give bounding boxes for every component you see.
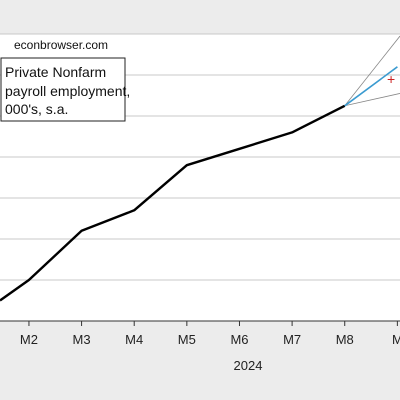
x-tick-label-7: M — [392, 332, 400, 347]
x-tick-label-6: M8 — [336, 332, 354, 347]
forecast-band — [344, 35, 400, 107]
source-label: econbrowser.com — [14, 38, 108, 52]
marker-plus: + — [387, 71, 395, 87]
legend-box — [0, 57, 126, 122]
x-tick-label-0: M2 — [20, 332, 38, 347]
x-axis-ticks: M2 M3 M4 M5 M6 M7 M8 M — [20, 321, 400, 347]
legend-line-1: Private Nonfarm — [5, 64, 106, 80]
x-tick-label-5: M7 — [283, 332, 301, 347]
series-line-0 — [0, 104, 346, 302]
year-label: 2024 — [234, 358, 263, 373]
series-line-1 — [344, 66, 398, 107]
legend-line-3: 000's, s.a. — [5, 101, 68, 117]
x-tick-label-3: M5 — [178, 332, 196, 347]
band-lower-line — [344, 93, 400, 107]
x-tick-label-2: M4 — [125, 332, 143, 347]
x-tick-label-4: M6 — [230, 332, 248, 347]
legend-line-2: payroll employment, — [5, 83, 130, 99]
marker-layer: + — [387, 71, 395, 87]
band-upper-line — [344, 35, 400, 106]
series-layer — [0, 66, 398, 302]
x-tick-label-1: M3 — [73, 332, 91, 347]
legend: Private Nonfarm payroll employment, 000'… — [0, 57, 130, 122]
